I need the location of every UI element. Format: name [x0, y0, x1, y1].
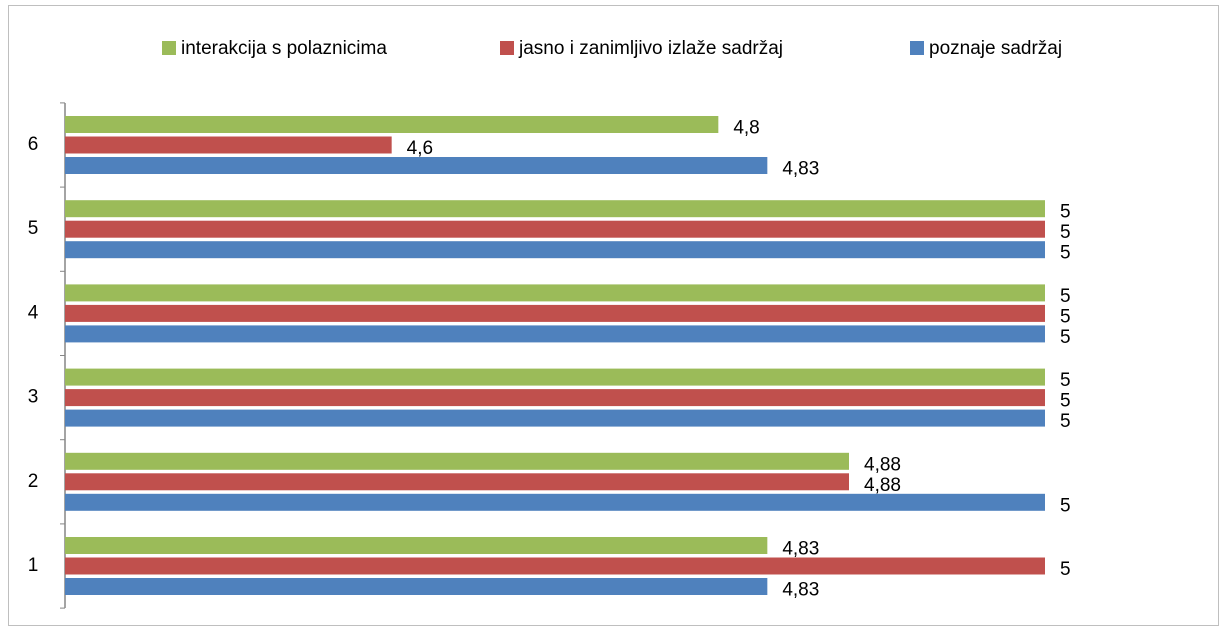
legend-swatch: [162, 41, 176, 55]
bar: [65, 368, 1045, 386]
bar: [65, 116, 719, 133]
bar: [65, 136, 392, 154]
value-label: 4,83: [782, 580, 819, 601]
y-tick-label: 6: [28, 134, 39, 155]
bar: [65, 452, 849, 470]
value-label: 4,88: [864, 475, 901, 496]
value-label: 5: [1060, 243, 1071, 264]
bar: [65, 304, 1045, 322]
value-label: 4,83: [782, 159, 819, 180]
bar: [65, 473, 849, 491]
value-label: 4,6: [407, 138, 433, 159]
bar: [65, 389, 1045, 407]
bar: [65, 325, 1045, 343]
value-label: 4,8: [733, 118, 759, 139]
bar: [65, 157, 768, 174]
legend-label: interakcija s polaznicima: [181, 38, 387, 59]
bar: [65, 557, 1045, 575]
value-label: 5: [1060, 391, 1071, 412]
bar: [65, 409, 1045, 427]
y-tick-label: 1: [28, 555, 39, 576]
y-tick-label: 2: [28, 471, 39, 492]
bar: [65, 220, 1045, 238]
value-label: 4,88: [864, 454, 901, 475]
legend-label: jasno i zanimljivo izlaže sadržaj: [518, 38, 783, 59]
y-tick-label: 4: [28, 302, 39, 323]
legend-swatch: [910, 41, 924, 55]
legend-swatch: [500, 41, 514, 55]
bar: [65, 493, 1045, 511]
bar: [65, 537, 768, 554]
bar: [65, 200, 1045, 218]
value-label: 5: [1060, 327, 1071, 348]
y-tick-label: 3: [28, 387, 39, 408]
bar: [65, 284, 1045, 302]
value-label: 5: [1060, 202, 1071, 223]
y-tick-label: 5: [28, 218, 39, 239]
bar: [65, 241, 1045, 259]
value-label: 5: [1060, 286, 1071, 307]
value-label: 5: [1060, 559, 1071, 580]
value-label: 4,83: [782, 539, 819, 560]
value-label: 5: [1060, 222, 1071, 243]
bar: [65, 578, 768, 595]
value-label: 5: [1060, 411, 1071, 432]
value-label: 5: [1060, 495, 1071, 516]
value-label: 5: [1060, 306, 1071, 327]
legend-label: poznaje sadržaj: [929, 38, 1062, 59]
value-label: 5: [1060, 370, 1071, 391]
